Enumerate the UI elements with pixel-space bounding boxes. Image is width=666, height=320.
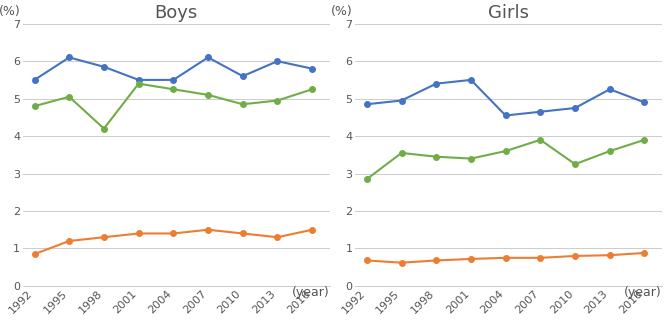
Title: Girls: Girls xyxy=(488,4,529,22)
Text: (%): (%) xyxy=(331,5,352,19)
Text: (year): (year) xyxy=(624,286,662,299)
Text: (year): (year) xyxy=(292,286,330,299)
Text: (%): (%) xyxy=(0,5,20,19)
Title: Boys: Boys xyxy=(155,4,198,22)
